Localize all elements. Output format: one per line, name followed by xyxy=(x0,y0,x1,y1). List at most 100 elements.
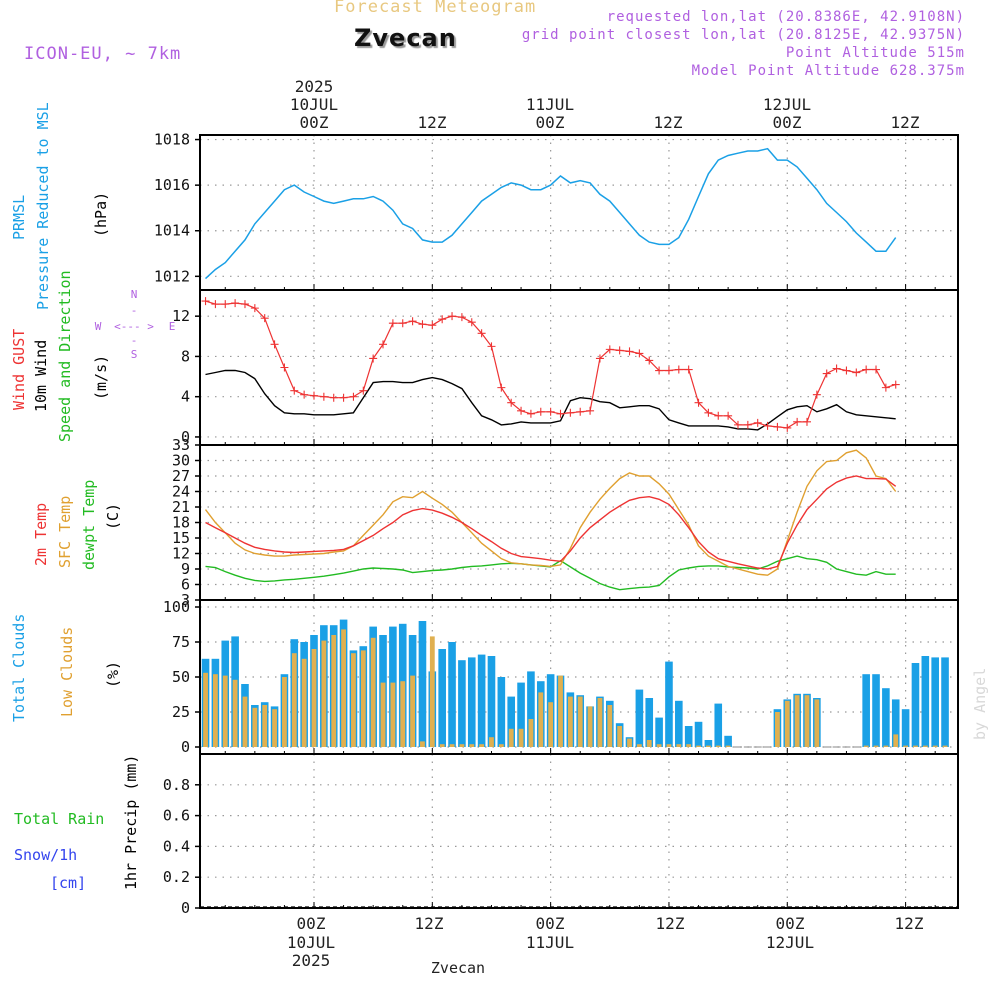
low-cloud-bar xyxy=(676,744,682,747)
gust-marker xyxy=(477,329,486,338)
gust-marker xyxy=(773,422,782,431)
y-tick-label: 0.4 xyxy=(163,837,190,855)
gust-marker xyxy=(290,386,299,395)
total-cloud-bar xyxy=(438,649,446,747)
total-cloud-bar xyxy=(931,657,939,747)
gust-marker xyxy=(635,349,644,358)
chart-title: Forecast Meteogram xyxy=(334,0,537,17)
total-cloud-bar xyxy=(724,735,732,747)
total-cloud-bar xyxy=(891,699,900,747)
pressure-panel: 1012 1014 1016 1018 xyxy=(154,131,959,291)
gust-marker xyxy=(694,398,703,407)
low-cloud-bar xyxy=(627,738,632,747)
y-tick-label: 12 xyxy=(172,545,190,563)
bottom-time-tick: 12Z xyxy=(415,914,444,933)
gust-marker xyxy=(260,314,269,323)
gust-marker xyxy=(546,407,555,416)
gust-label: Wind GUST xyxy=(10,329,28,410)
low-cloud-bar xyxy=(932,745,938,747)
gust-marker xyxy=(310,391,318,400)
gust-marker xyxy=(319,392,328,401)
total-cloud-bar xyxy=(477,654,486,747)
total-cloud-bar xyxy=(418,621,427,747)
bottom-time-tick: 00Z xyxy=(776,914,805,933)
low-cloud-bar xyxy=(439,744,445,747)
top-time-tick: 00Z xyxy=(300,113,329,132)
gust-marker xyxy=(280,363,289,372)
gust-marker xyxy=(803,417,811,426)
total-cloud-bar xyxy=(507,696,515,747)
y-tick-label: 12 xyxy=(172,307,190,325)
low-cloud-bar xyxy=(282,677,287,747)
panel-frame xyxy=(199,753,959,909)
wind-label: 10m Wind xyxy=(32,340,50,412)
low-cloud-bar xyxy=(636,744,642,747)
low-cloud-bar xyxy=(203,672,208,747)
low-cloud-bar xyxy=(429,636,435,747)
low-cloud-bar xyxy=(913,745,918,747)
t2m-line xyxy=(205,475,897,570)
low-cloud-bar xyxy=(370,637,376,747)
compass-east: E xyxy=(169,320,176,333)
gust-marker xyxy=(733,420,742,429)
gust-marker xyxy=(645,356,654,365)
bottom-time-tick: 00Z xyxy=(297,914,326,933)
compass-horizontal: <--- > xyxy=(114,320,154,333)
low-cloud-bar xyxy=(449,744,455,747)
total-cloud-bar xyxy=(635,689,644,747)
low-cloud-bar xyxy=(577,696,583,747)
top-date-label: 12JUL xyxy=(763,95,811,114)
sfc-label: SFC Temp xyxy=(56,496,74,568)
top-date-label: 10JUL xyxy=(290,95,338,114)
y-tick-label: 1016 xyxy=(154,176,190,194)
low-cloud-bar xyxy=(400,681,406,747)
compass-north: N xyxy=(131,288,138,301)
low-cloud-bar xyxy=(656,744,662,747)
y-tick-label: 1014 xyxy=(154,222,190,240)
low-cloud-bar xyxy=(715,745,721,747)
low-cloud-bar xyxy=(558,675,563,747)
total-cloud-bar xyxy=(655,717,663,747)
model-altitude: Model Point Altitude 628.375m xyxy=(691,63,965,79)
low-cloud-bar xyxy=(863,745,869,747)
gust-marker xyxy=(576,407,585,416)
bottom-time-tick: 12Z xyxy=(656,914,685,933)
low-cloud-bar xyxy=(331,635,337,747)
low-cloud-bar xyxy=(380,682,386,747)
grid-point-coordinates: grid point closest lon,lat (20.8125E, 42… xyxy=(521,27,965,43)
low-cloud-bar xyxy=(498,744,504,747)
low-cloud-bar xyxy=(232,679,238,747)
gust-marker xyxy=(467,318,476,327)
precip-axis-label: 1hr Precip (mm) xyxy=(122,755,140,890)
low-cloud-bar xyxy=(883,745,889,747)
gust-marker xyxy=(822,369,831,378)
low-cloud-bar xyxy=(696,745,701,747)
low-cloud-bar xyxy=(922,745,928,747)
y-tick-label: 15 xyxy=(172,529,190,547)
total-cloud-bar xyxy=(645,698,654,747)
compass-vertical-upper: - xyxy=(131,304,138,317)
total-cloud-bar xyxy=(941,657,949,747)
top-year-label: 2025 xyxy=(295,77,334,96)
gust-marker xyxy=(507,398,516,407)
gust-marker xyxy=(763,421,772,430)
total-cloud-bar xyxy=(694,721,703,747)
low-cloud-bar xyxy=(942,745,948,747)
bottom-date-label: 12JUL xyxy=(766,933,814,952)
gust-marker xyxy=(625,347,634,356)
gust-marker xyxy=(438,315,447,324)
pressure-ylabel: PRMSL Pressure Reduced to MSL (hPa) xyxy=(10,102,110,310)
low-clouds-label: Low Clouds xyxy=(58,627,76,717)
low-cloud-bar xyxy=(548,702,554,747)
gust-marker xyxy=(379,340,388,349)
low-cloud-bar xyxy=(597,698,603,747)
low-cloud-bar xyxy=(784,700,790,747)
low-cloud-bar xyxy=(567,696,573,747)
gust-marker xyxy=(221,300,230,309)
gust-marker xyxy=(566,408,575,417)
y-tick-label: 50 xyxy=(172,668,190,686)
gust-marker xyxy=(881,383,890,392)
gust-marker xyxy=(231,299,240,308)
gust-marker xyxy=(418,320,427,329)
